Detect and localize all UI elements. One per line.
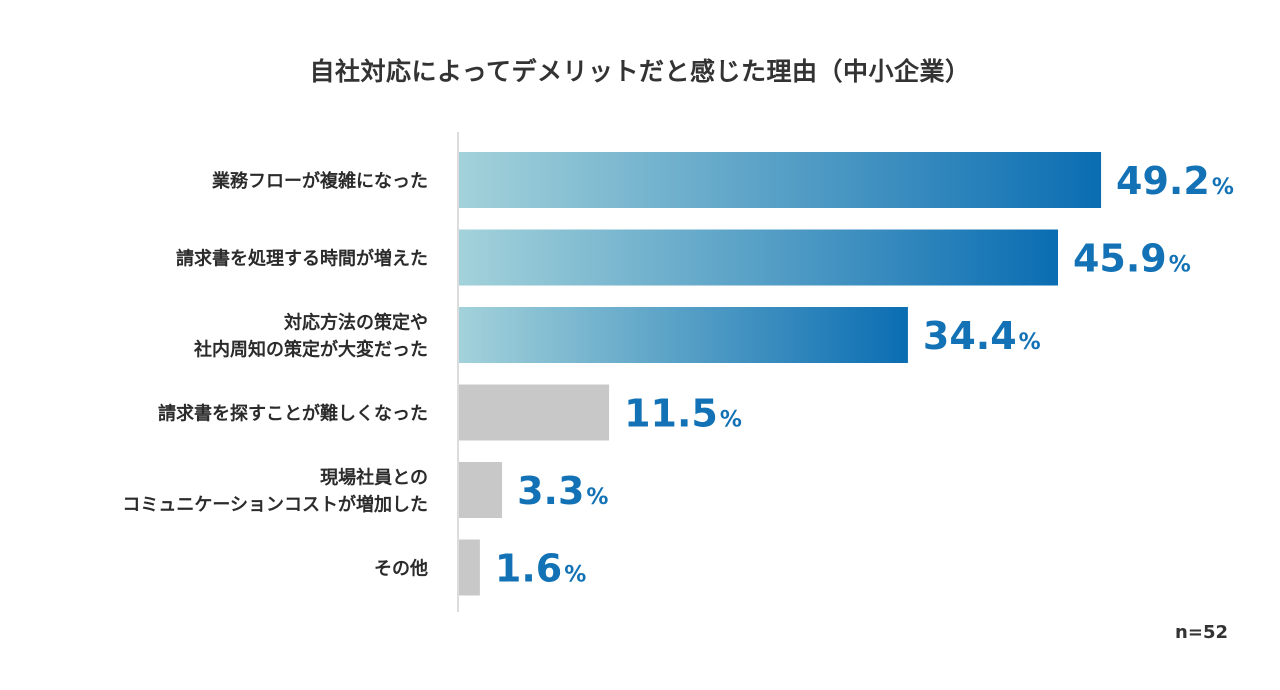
bar-3 [459, 384, 610, 441]
bar-1 [459, 229, 1058, 286]
bar-5 [459, 539, 480, 596]
value-label-1: 45.9% [1073, 237, 1191, 281]
category-label-3: 請求書を探すことが難しくなった [158, 403, 428, 425]
chart-title: 自社対応によってデメリットだと感じた理由（中小企業） [309, 57, 971, 86]
category-label-4: 現場社員とのコミュニケーションコストが増加した [122, 467, 428, 516]
bar-4 [459, 462, 503, 518]
value-label-0: 49.2% [1116, 159, 1234, 203]
bar-0 [459, 152, 1102, 208]
value-label-5: 1.6% [495, 547, 586, 591]
category-label-0: 業務フローが複雑になった [211, 170, 428, 192]
category-label-1: 請求書を処理する時間が増えた [176, 248, 428, 270]
sample-size-note: n=52 [1175, 622, 1228, 643]
category-label-2: 対応方法の策定や社内周知の策定が大変だった [194, 312, 428, 361]
category-label-5: その他 [374, 558, 428, 580]
value-label-3: 11.5% [624, 392, 742, 436]
value-label-2: 34.4% [923, 314, 1041, 358]
value-label-4: 3.3% [517, 469, 608, 513]
bar-2 [459, 307, 908, 363]
